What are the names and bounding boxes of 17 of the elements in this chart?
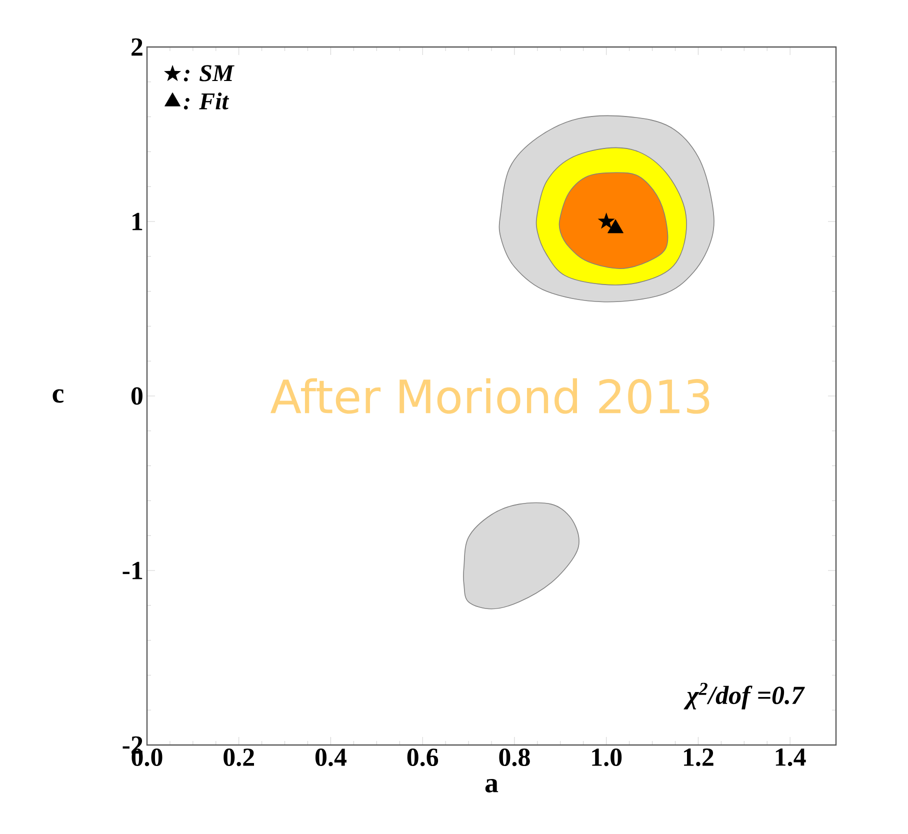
legend-label: : Fit [184,92,230,110]
y-tick-label: 1 [132,212,142,230]
x-tick-label: 0.2 [224,748,254,766]
x-tick-label: 0.6 [407,748,438,766]
x-tick-label: 1.4 [776,748,806,766]
y-tick-label: 0 [131,387,142,405]
y-tick-label: -1 [122,562,142,580]
legend-label: : SM [184,65,234,82]
y-axis-title: c [52,389,64,403]
text: χ$^{2}$/dof =0.7 [684,682,805,710]
annotation: After Moriond 2013 [270,378,710,414]
x-tick-label: 1.2 [684,748,714,766]
y-tick-label: 2 [132,38,142,56]
x-tick-label: 0.4 [315,748,346,766]
x-tick-label: 1.0 [592,748,622,766]
x-tick-label: 0.8 [499,748,530,766]
x-axis-title: a [485,779,498,792]
